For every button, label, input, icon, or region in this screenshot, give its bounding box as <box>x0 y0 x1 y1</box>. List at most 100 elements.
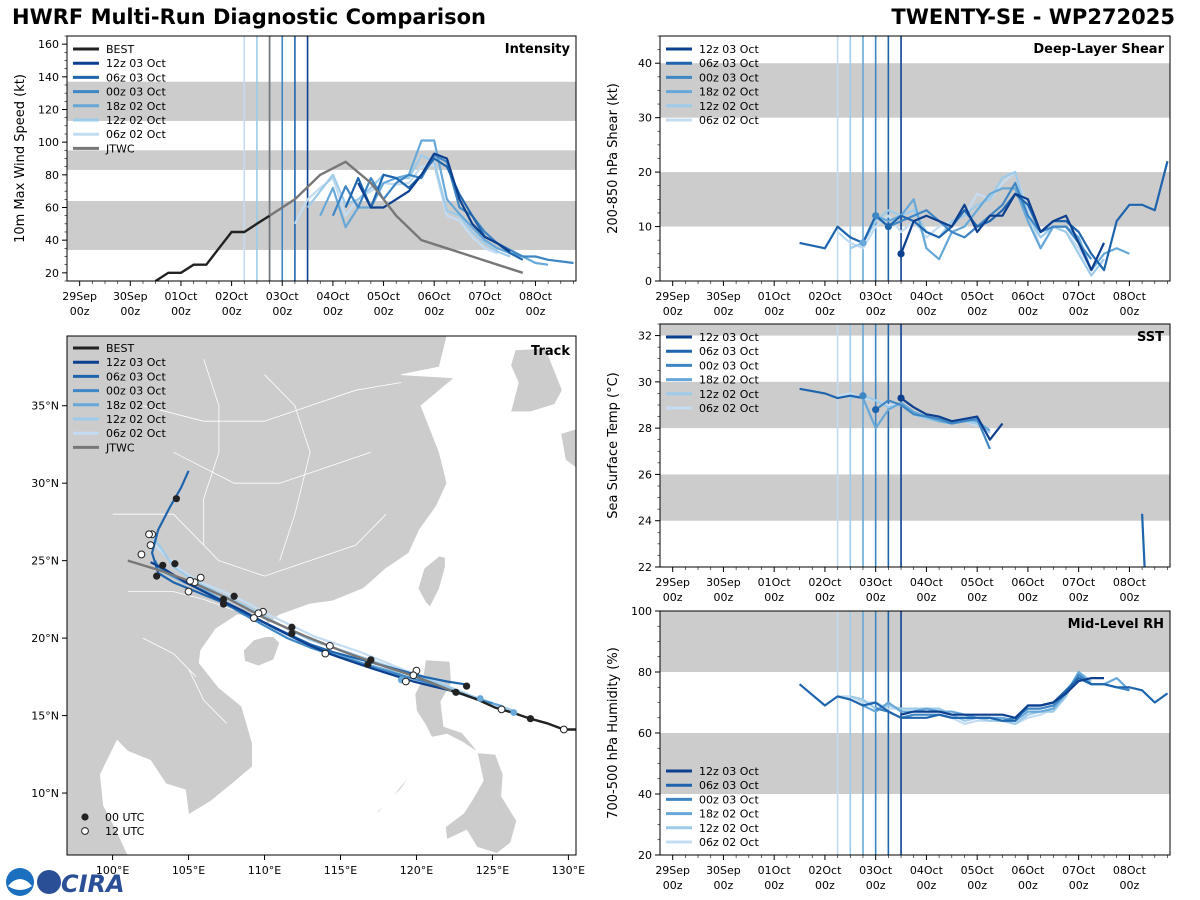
intensity-threshold-band <box>67 200 576 250</box>
sst-xtick-sublabel: 00z <box>714 591 734 604</box>
track-marker-00utc <box>526 715 535 723</box>
sst-xtick-label: 01Oct <box>758 576 792 589</box>
intensity-xtick-sublabel: 00z <box>272 305 292 318</box>
shear-xtick-label: 30Sep <box>706 290 741 303</box>
rh-ytick-label: 80 <box>638 666 652 679</box>
sst-xtick-sublabel: 00z <box>917 591 937 604</box>
track-marker-12utc <box>321 649 330 658</box>
intensity-ytick-label: 160 <box>38 38 59 51</box>
intensity-jtwc-line <box>268 160 524 274</box>
sst-xtick-label: 07Oct <box>1062 576 1096 589</box>
track-marker-12utc <box>146 541 155 550</box>
sst-ytick-label: 30 <box>638 376 652 389</box>
shear-ytick-label: 10 <box>638 221 652 234</box>
track-xtick-label: 130°E <box>552 864 585 877</box>
rh-xtick-sublabel: 00z <box>1018 879 1038 892</box>
track-ytick-label: 15°N <box>31 710 59 723</box>
sst-xtick-sublabel: 00z <box>815 591 835 604</box>
land-mass <box>417 555 446 608</box>
shear-ytick-label: 30 <box>638 112 652 125</box>
track-jtwc-line <box>127 559 452 692</box>
rh-legend-label: 12z 02 Oct <box>699 822 759 835</box>
sst-ytick-label: 26 <box>638 468 652 481</box>
rh-xtick-sublabel: 00z <box>714 879 734 892</box>
admin-border-line <box>142 637 197 678</box>
rh-xtick-sublabel: 00z <box>967 879 987 892</box>
intensity-plot-area <box>67 36 576 281</box>
track-legend-label: 06z 03 Oct <box>106 370 166 383</box>
shear-xtick-label: 03Oct <box>859 290 893 303</box>
rh-xtick-sublabel: 00z <box>764 879 784 892</box>
shear-init-dot <box>859 239 867 247</box>
rh-xtick-sublabel: 00z <box>815 879 835 892</box>
shear-xtick-label: 07Oct <box>1062 290 1096 303</box>
intensity-panel: 20 40 60 80 100 120 140 160 29Sep 00z 30Sep 00z 01Oc… <box>13 35 577 318</box>
intensity-legend-label: 18z 02 Oct <box>106 100 166 113</box>
intensity-series-line <box>357 152 511 253</box>
cira-logo: CIRA <box>6 868 125 898</box>
intensity-legend-label: JTWC <box>105 142 135 155</box>
intensity-legend-label: 12z 03 Oct <box>106 57 166 70</box>
shear-legend-label: 18z 02 Oct <box>699 86 759 99</box>
track-marker-12utc <box>559 725 568 734</box>
track-marker-00utc <box>288 623 296 631</box>
shear-init-dot <box>872 212 880 220</box>
admin-border-line <box>188 668 227 724</box>
track-marker-00utc <box>159 561 167 569</box>
rh-xtick-sublabel: 00z <box>1069 879 1089 892</box>
shear-xtick-label: 05Oct <box>961 290 995 303</box>
rh-xtick-label: 04Oct <box>910 864 944 877</box>
intensity-legend-label: BEST <box>106 43 134 56</box>
intensity-ytick-label: 60 <box>45 202 59 215</box>
sst-ytick-label: 22 <box>638 561 652 574</box>
shear-xtick-sublabel: 00z <box>866 305 886 318</box>
intensity-ytick-label: 140 <box>38 71 59 84</box>
shear-xtick-label: 29Sep <box>655 290 690 303</box>
intensity-ytick-label: 20 <box>45 267 59 280</box>
sst-ytick-label: 32 <box>638 330 652 343</box>
shear-series-line <box>799 160 1169 272</box>
track-marker-00utc <box>219 600 228 608</box>
track-legend-label: 18z 02 Oct <box>106 399 166 412</box>
track-marker-00utc <box>463 682 471 690</box>
intensity-xtick-label: 05Oct <box>367 290 401 303</box>
rh-xtick-label: 08Oct <box>1113 864 1147 877</box>
sst-xtick-sublabel: 00z <box>1018 591 1038 604</box>
shear-legend-label: 12z 02 Oct <box>699 100 759 113</box>
intensity-threshold-band <box>67 81 576 121</box>
rh-panel: 20 40 60 80 100 29Sep 00z 30Sep 00z 01Oct 00z 02Oct… <box>606 605 1171 892</box>
sst-init-dot <box>872 406 880 414</box>
sst-series-line-extra <box>1141 513 1146 567</box>
track-xtick-label: 105°E <box>172 864 205 877</box>
intensity-ytick-label: 100 <box>38 136 59 149</box>
track-legend-label: BEST <box>106 342 134 355</box>
track-frame <box>66 335 577 856</box>
track-marker-12utc <box>409 671 418 680</box>
rh-xtick-label: 05Oct <box>961 864 995 877</box>
intensity-legend-label: 06z 02 Oct <box>106 128 166 141</box>
rh-series-line <box>850 670 1092 726</box>
cira-logo-text: CIRA <box>61 870 125 898</box>
rh-ytick-label: 60 <box>638 727 652 740</box>
admin-border-line <box>173 451 372 484</box>
sst-ytick-label: 24 <box>638 515 652 528</box>
page-title: HWRF Multi-Run Diagnostic Comparison <box>12 5 487 29</box>
intensity-xtick-label: 06Oct <box>418 290 452 303</box>
globe-logo-icon <box>37 870 61 894</box>
track-marker-12utc <box>254 609 263 618</box>
rh-ytick-label: 20 <box>638 849 652 862</box>
intensity-xtick-label: 07Oct <box>468 290 502 303</box>
admin-border-line <box>264 374 311 561</box>
track-marker-12utc <box>249 614 258 622</box>
track-ytick-label: 35°N <box>31 400 59 413</box>
sst-ytick-label: 28 <box>638 422 652 435</box>
track-marker-00utc <box>288 629 296 638</box>
shear-ytick-label: 20 <box>638 166 652 179</box>
track-legend-label: 00z 03 Oct <box>106 385 166 398</box>
intensity-xtick-label: 08Oct <box>519 290 553 303</box>
shear-series-line <box>899 192 1105 272</box>
track-marker-00utc <box>171 560 179 568</box>
track-marker-00utc <box>452 688 460 696</box>
intensity-series-line <box>331 154 574 265</box>
track-panel: 100°E 105°E 110°E 115°E 120°E 125°E 130°E 10°N 1… <box>31 335 585 877</box>
